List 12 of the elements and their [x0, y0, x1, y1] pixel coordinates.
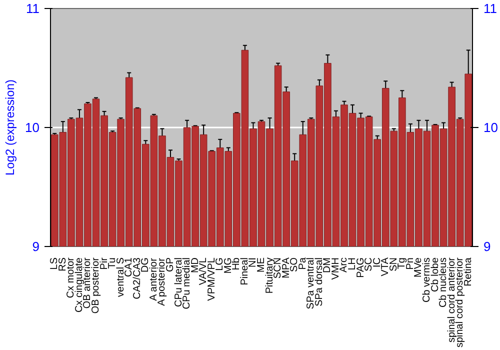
- y2-tick-label: 10: [484, 120, 498, 135]
- y2-tick-label: 9: [484, 239, 491, 254]
- x-tick-label: ME: [256, 257, 267, 272]
- y-tick-label: 11: [26, 1, 40, 16]
- x-tick-label: OB posterior: [90, 256, 102, 314]
- y-tick-label: 9: [32, 239, 40, 254]
- y-axis-title: Log2 (expression): [3, 79, 18, 176]
- y2-tick-label: 11: [484, 1, 497, 16]
- x-tick-label: Pituitary: [264, 258, 276, 294]
- y-tick-label: 10: [25, 120, 40, 135]
- x-tick-label: Tg: [396, 258, 408, 270]
- x-tick-label: RS: [57, 257, 68, 272]
